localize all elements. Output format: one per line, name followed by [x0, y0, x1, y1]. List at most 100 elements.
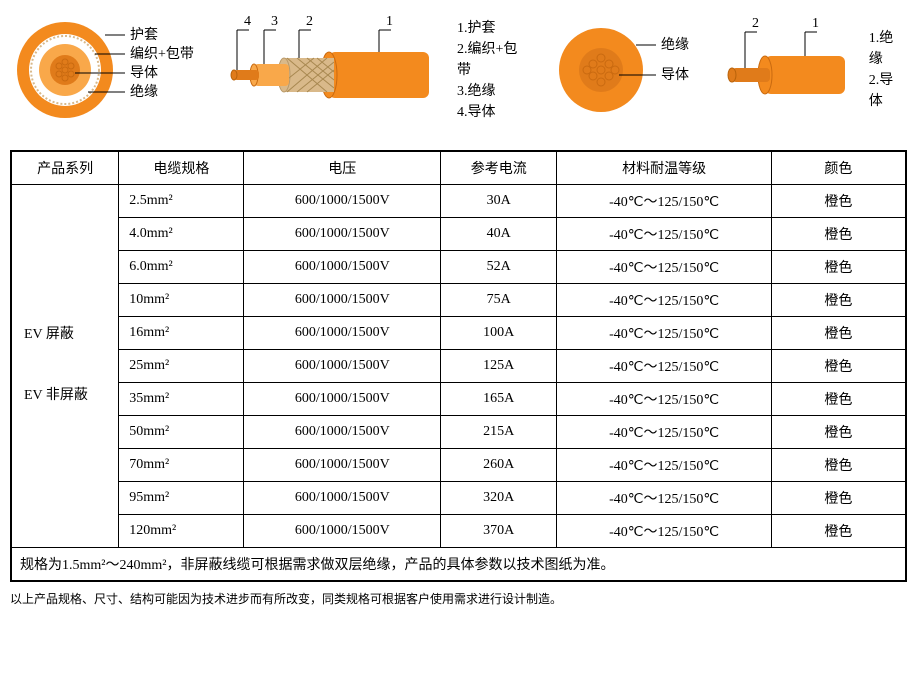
svg-text:1: 1	[386, 14, 393, 29]
diagram-unshielded: 绝缘 导体 2 1 1.绝缘 2.导体	[551, 10, 907, 130]
table-body: EV 屏蔽EV 非屏蔽2.5mm²600/1000/1500V30A-40℃～1…	[12, 185, 906, 548]
color-cell: 橙色	[771, 449, 905, 482]
diagrams-row: 护套 编织+包带 导体 绝缘	[10, 10, 907, 130]
diagram-shielded: 护套 编织+包带 导体 绝缘	[10, 10, 531, 130]
temp-cell: -40℃～125/150℃	[557, 284, 772, 317]
temp-cell: -40℃～125/150℃	[557, 185, 772, 218]
color-cell: 橙色	[771, 416, 905, 449]
label-conductor: 导体	[130, 65, 158, 81]
current-cell: 75A	[441, 284, 557, 317]
temp-cell: -40℃～125/150℃	[557, 449, 772, 482]
th-color: 颜色	[771, 152, 905, 185]
voltage-cell: 600/1000/1500V	[244, 416, 441, 449]
th-temp: 材料耐温等级	[557, 152, 772, 185]
spec-cell: 16mm²	[119, 317, 244, 350]
current-cell: 165A	[441, 383, 557, 416]
temp-cell: -40℃～125/150℃	[557, 383, 772, 416]
current-cell: 215A	[441, 416, 557, 449]
voltage-cell: 600/1000/1500V	[244, 350, 441, 383]
temp-cell: -40℃～125/150℃	[557, 350, 772, 383]
side-view-shielded: 4 3 2 1	[219, 10, 447, 130]
table-row: 10mm²600/1000/1500V75A-40℃～125/150℃橙色	[12, 284, 906, 317]
current-cell: 260A	[441, 449, 557, 482]
table-row: 95mm²600/1000/1500V320A-40℃～125/150℃橙色	[12, 482, 906, 515]
current-cell: 125A	[441, 350, 557, 383]
color-cell: 橙色	[771, 284, 905, 317]
current-cell: 100A	[441, 317, 557, 350]
svg-text:2: 2	[306, 14, 313, 29]
footnote: 以上产品规格、尺寸、结构可能因为技术进步而有所改变，同类规格可根据客户使用需求进…	[10, 590, 907, 607]
label-insulation: 绝缘	[130, 84, 158, 100]
spec-cell: 95mm²	[119, 482, 244, 515]
spec-cell: 6.0mm²	[119, 251, 244, 284]
temp-cell: -40℃～125/150℃	[557, 482, 772, 515]
svg-text:2: 2	[752, 16, 759, 31]
th-series: 产品系列	[12, 152, 119, 185]
svg-text:绝缘: 绝缘	[661, 37, 689, 53]
spec-cell: 4.0mm²	[119, 218, 244, 251]
spec-cell: 25mm²	[119, 350, 244, 383]
cross-section-unshielded: 绝缘 导体	[551, 10, 710, 130]
table-row: 70mm²600/1000/1500V260A-40℃～125/150℃橙色	[12, 449, 906, 482]
svg-text:导体: 导体	[661, 67, 689, 83]
temp-cell: -40℃～125/150℃	[557, 515, 772, 548]
color-cell: 橙色	[771, 515, 905, 548]
th-current: 参考电流	[441, 152, 557, 185]
color-cell: 橙色	[771, 218, 905, 251]
th-spec: 电缆规格	[119, 152, 244, 185]
voltage-cell: 600/1000/1500V	[244, 317, 441, 350]
color-cell: 橙色	[771, 383, 905, 416]
color-cell: 橙色	[771, 482, 905, 515]
voltage-cell: 600/1000/1500V	[244, 515, 441, 548]
table-row: EV 屏蔽EV 非屏蔽2.5mm²600/1000/1500V30A-40℃～1…	[12, 185, 906, 218]
table-row: 25mm²600/1000/1500V125A-40℃～125/150℃橙色	[12, 350, 906, 383]
current-cell: 320A	[441, 482, 557, 515]
spec-cell: 10mm²	[119, 284, 244, 317]
svg-text:3: 3	[271, 14, 278, 29]
spec-table: 产品系列 电缆规格 电压 参考电流 材料耐温等级 颜色 EV 屏蔽EV 非屏蔽2…	[11, 151, 906, 581]
th-voltage: 电压	[244, 152, 441, 185]
color-cell: 橙色	[771, 251, 905, 284]
temp-cell: -40℃～125/150℃	[557, 251, 772, 284]
temp-cell: -40℃～125/150℃	[557, 416, 772, 449]
table-footer: 规格为1.5mm²～240mm²，非屏蔽线缆可根据需求做双层绝缘，产品的具体参数…	[12, 548, 906, 581]
table-footer-row: 规格为1.5mm²～240mm²，非屏蔽线缆可根据需求做双层绝缘，产品的具体参数…	[12, 548, 906, 581]
voltage-cell: 600/1000/1500V	[244, 185, 441, 218]
table-row: 16mm²600/1000/1500V100A-40℃～125/150℃橙色	[12, 317, 906, 350]
spec-cell: 2.5mm²	[119, 185, 244, 218]
voltage-cell: 600/1000/1500V	[244, 383, 441, 416]
table-header-row: 产品系列 电缆规格 电压 参考电流 材料耐温等级 颜色	[12, 152, 906, 185]
spec-cell: 120mm²	[119, 515, 244, 548]
svg-text:1: 1	[812, 16, 819, 31]
spec-cell: 70mm²	[119, 449, 244, 482]
voltage-cell: 600/1000/1500V	[244, 482, 441, 515]
color-cell: 橙色	[771, 185, 905, 218]
spec-cell: 35mm²	[119, 383, 244, 416]
voltage-cell: 600/1000/1500V	[244, 251, 441, 284]
side-view-unshielded: 2 1	[720, 10, 859, 130]
voltage-cell: 600/1000/1500V	[244, 284, 441, 317]
table-row: 35mm²600/1000/1500V165A-40℃～125/150℃橙色	[12, 383, 906, 416]
spec-table-container: 产品系列 电缆规格 电压 参考电流 材料耐温等级 颜色 EV 屏蔽EV 非屏蔽2…	[10, 150, 907, 582]
current-cell: 30A	[441, 185, 557, 218]
voltage-cell: 600/1000/1500V	[244, 449, 441, 482]
color-cell: 橙色	[771, 317, 905, 350]
spec-cell: 50mm²	[119, 416, 244, 449]
table-row: 120mm²600/1000/1500V370A-40℃～125/150℃橙色	[12, 515, 906, 548]
current-cell: 52A	[441, 251, 557, 284]
color-cell: 橙色	[771, 350, 905, 383]
table-row: 50mm²600/1000/1500V215A-40℃～125/150℃橙色	[12, 416, 906, 449]
current-cell: 40A	[441, 218, 557, 251]
svg-text:4: 4	[244, 14, 251, 29]
temp-cell: -40℃～125/150℃	[557, 218, 772, 251]
table-row: 6.0mm²600/1000/1500V52A-40℃～125/150℃橙色	[12, 251, 906, 284]
current-cell: 370A	[441, 515, 557, 548]
voltage-cell: 600/1000/1500V	[244, 218, 441, 251]
cross-section-shielded: 护套 编织+包带 导体 绝缘	[10, 10, 209, 130]
series-cell: EV 屏蔽EV 非屏蔽	[12, 185, 119, 548]
legend-unshielded: 1.绝缘 2.导体	[869, 28, 907, 112]
table-row: 4.0mm²600/1000/1500V40A-40℃～125/150℃橙色	[12, 218, 906, 251]
label-jacket: 护套	[130, 27, 158, 43]
temp-cell: -40℃～125/150℃	[557, 317, 772, 350]
label-braid: 编织+包带	[130, 46, 194, 62]
